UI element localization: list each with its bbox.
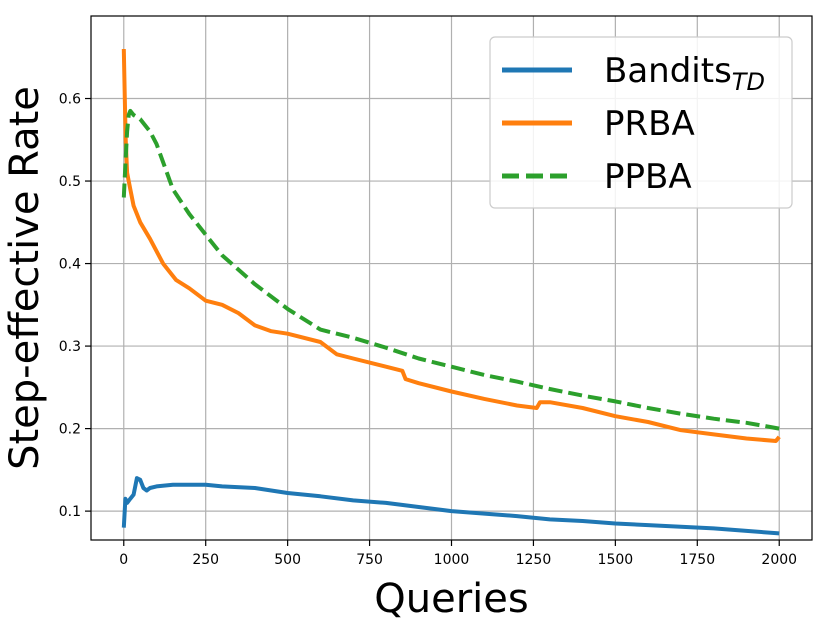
y-tick-label: 0.2	[59, 422, 81, 438]
x-axis-label: Queries	[374, 576, 528, 622]
series-line-prba	[121, 48, 781, 443]
series-line-bandits	[121, 476, 780, 536]
legend-box	[489, 36, 793, 209]
x-tick-label: 750	[356, 552, 383, 568]
series-line-ppba	[121, 108, 780, 431]
y-tick-label: 0.6	[59, 92, 81, 108]
y-axis-ticks: 0.1 0.2 0.3 0.4 0.5 0.6	[59, 92, 91, 520]
series-lines	[121, 48, 781, 536]
legend-label: PPBA	[604, 157, 692, 197]
y-tick-label: 0.4	[59, 257, 81, 273]
y-axis-label: Step-effective Rate	[2, 86, 48, 470]
x-tick-label: 250	[192, 552, 219, 568]
x-tick-label: 1000	[434, 552, 470, 568]
y-tick-label: 0.3	[59, 339, 81, 355]
y-tick-label: 0.5	[59, 174, 81, 190]
x-tick-label: 1500	[598, 552, 634, 568]
x-tick-label: 0	[119, 552, 128, 568]
x-tick-label: 1750	[679, 552, 715, 568]
x-tick-label: 500	[274, 552, 301, 568]
y-tick-label: 0.1	[59, 504, 81, 520]
x-tick-label: 1250	[516, 552, 552, 568]
legend-label: PRBA	[604, 104, 695, 144]
legend-label-subscript: TD	[732, 68, 765, 96]
x-axis-ticks: 0 250 500 750 1000 1250 1500 1750 2000	[119, 540, 797, 568]
x-tick-label: 2000	[761, 552, 797, 568]
